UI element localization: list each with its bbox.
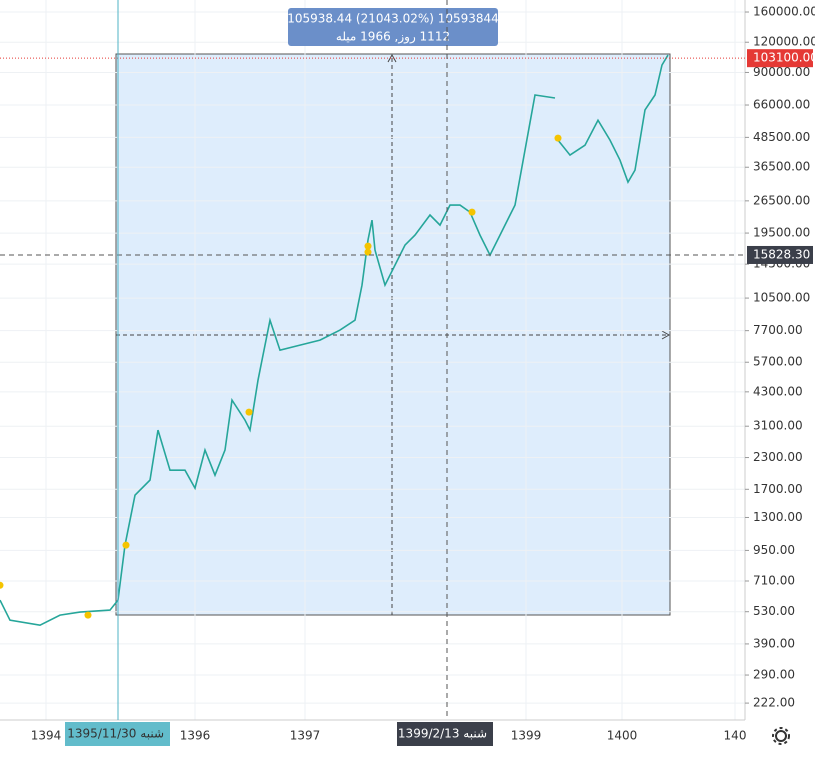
arrow — [661, 330, 671, 340]
settings-icon[interactable] — [772, 727, 790, 745]
measure-line2: 1112 روز, 1966 میله — [336, 30, 450, 45]
y-tick-label: 222.00 — [753, 696, 795, 710]
y-tick-label: 90000.00 — [753, 65, 810, 79]
plot — [0, 0, 745, 720]
arrow — [387, 53, 397, 63]
event-marker — [0, 581, 4, 589]
measure-line1: 105938.44 (21043.02%) 10593844 — [287, 12, 499, 26]
x-tick-label: 1397 — [290, 729, 321, 743]
y-tick-label: 26500.00 — [753, 193, 810, 207]
y-tick-label: 19500.00 — [753, 226, 810, 240]
y-tick-label: 7700.00 — [753, 323, 803, 337]
x-tick-label: 1399 — [511, 729, 542, 743]
y-tick-label: 160000.00 — [753, 5, 815, 19]
y-tick-label: 290.00 — [753, 668, 795, 682]
y-tick-label: 710.00 — [753, 573, 795, 587]
event-marker — [122, 541, 130, 549]
last-price-label: 103100.00 — [753, 51, 815, 65]
event-marker — [364, 248, 372, 256]
y-tick-label: 1700.00 — [753, 482, 803, 496]
x-tick-label: 1394 — [31, 729, 62, 743]
last-price-box — [747, 49, 813, 68]
crosshair-price-label: 15828.30 — [753, 247, 810, 261]
x-tick-label: 1400 — [607, 729, 638, 743]
crosshair-date-label: شنبه 1399/2/13 — [398, 727, 487, 741]
y-tick-label: 390.00 — [753, 636, 795, 650]
price-line — [0, 54, 669, 627]
event-marker — [84, 611, 92, 619]
event-marker — [468, 208, 476, 216]
cursor-date-box — [65, 722, 170, 746]
y-tick-label: 5700.00 — [753, 355, 803, 369]
x-tick-label: 140 — [724, 729, 747, 743]
cursor-date-label: شنبه 1395/11/30 — [67, 727, 164, 741]
y-tick-label: 4300.00 — [753, 384, 803, 398]
y-tick-label: 3100.00 — [753, 419, 803, 433]
measure-tooltip — [288, 8, 498, 46]
y-tick-label: 950.00 — [753, 543, 795, 557]
event-marker — [554, 134, 562, 142]
y-tick-label: 36500.00 — [753, 160, 810, 174]
y-tick-label: 66000.00 — [753, 98, 810, 112]
y-tick-label: 2300.00 — [753, 450, 803, 464]
x-tick-label: 1396 — [180, 729, 211, 743]
event-marker — [364, 242, 372, 250]
y-tick-label: 120000.00 — [753, 35, 815, 49]
crosshair-date-box — [397, 722, 493, 746]
y-tick-label: 10500.00 — [753, 291, 810, 305]
event-marker — [245, 408, 253, 416]
y-tick-label: 530.00 — [753, 604, 795, 618]
y-tick-label: 1300.00 — [753, 510, 803, 524]
y-tick-label: 48500.00 — [753, 130, 810, 144]
crosshair-price-box — [747, 245, 813, 264]
